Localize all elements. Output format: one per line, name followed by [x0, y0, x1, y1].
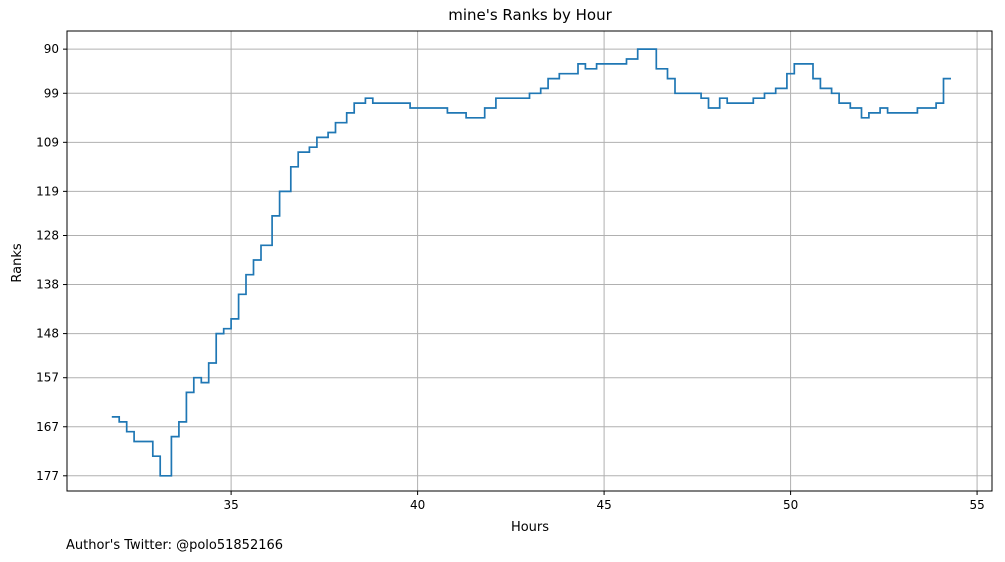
y-tick-label: 177	[36, 469, 59, 483]
x-tick-label: 55	[969, 498, 984, 512]
y-axis-ticks: 90 99 109 119 128 138 148 157 167 177	[36, 42, 67, 483]
x-tick-label: 45	[596, 498, 611, 512]
y-tick-label: 157	[36, 371, 59, 385]
author-twitter-note: Author's Twitter: @polo51852166	[66, 538, 284, 553]
x-axis-ticks: 35 40 45 50 55	[223, 491, 985, 512]
gridlines	[67, 31, 992, 491]
chart-title: mine's Ranks by Hour	[448, 6, 612, 24]
y-tick-label: 109	[36, 135, 59, 149]
y-tick-label: 90	[44, 42, 59, 56]
chart: mine's Ranks by Hour 35 40 45 50 55 90 99 109 1…	[10, 6, 993, 535]
y-tick-label: 99	[44, 86, 59, 100]
x-tick-label: 35	[223, 498, 238, 512]
y-tick-label: 138	[36, 278, 59, 292]
y-tick-label: 128	[36, 228, 59, 242]
y-tick-label: 119	[36, 184, 59, 198]
y-axis-label: Ranks	[10, 243, 25, 282]
x-tick-label: 40	[410, 498, 425, 512]
plot-frame	[66, 30, 993, 492]
y-tick-label: 148	[36, 327, 59, 341]
rank-step-line	[111, 48, 951, 477]
x-tick-label: 50	[783, 498, 798, 512]
y-tick-label: 167	[36, 420, 59, 434]
x-axis-label: Hours	[511, 520, 549, 535]
series-line-group	[111, 48, 951, 477]
